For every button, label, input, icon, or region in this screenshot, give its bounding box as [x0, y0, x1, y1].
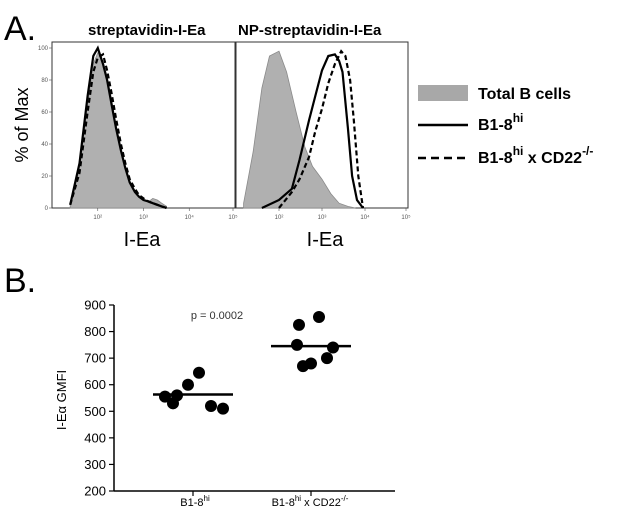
- y-tick-label: 40: [41, 142, 48, 148]
- data-point: [293, 318, 305, 331]
- panel-b-letter: B.: [4, 262, 36, 300]
- data-point: [297, 360, 309, 373]
- y-tick-label: 0: [45, 206, 49, 212]
- x-tick-label: 10²: [93, 215, 102, 221]
- x-tick-label: 10³: [318, 215, 327, 221]
- y-tick-label: 100: [38, 46, 49, 52]
- panel-a-right-title: NP-streptavidin-I-Ea: [238, 22, 382, 39]
- series-b18hi-cd22: [278, 49, 365, 209]
- data-point: [291, 338, 303, 351]
- y-tick-label: 80: [41, 78, 48, 84]
- y-tick-label: 60: [41, 110, 48, 116]
- histogram-right: 10² 10³ 10⁴ 10⁵: [235, 41, 411, 221]
- y-tick-label: 700: [84, 351, 106, 366]
- y-tick-label: 900: [84, 298, 106, 313]
- scatter-plot: 200 300 400 500 600 700 800 900: [84, 298, 395, 499]
- panel-a-letter: A.: [4, 10, 36, 48]
- p-value-annotation: p = 0.0002: [191, 310, 243, 322]
- legend-label-b18hi-cd22: B1-8hi x CD22-/-: [478, 144, 593, 167]
- panel-a-ylabel: % of Max: [12, 87, 32, 162]
- data-point: [193, 366, 205, 379]
- x-tick-label: 10³: [139, 215, 148, 221]
- data-point: [313, 310, 325, 323]
- series-b18hi: [69, 45, 167, 210]
- series-b18hi: [261, 53, 364, 209]
- y-tick-label: 300: [84, 457, 106, 472]
- y-tick-label: 800: [84, 324, 106, 339]
- data-point: [217, 402, 229, 415]
- y-tick-label: 20: [41, 174, 48, 180]
- y-tick-label: 600: [84, 377, 106, 392]
- legend-label-b18hi: B1-8hi: [478, 111, 523, 134]
- legend-swatch-filled: [418, 85, 468, 101]
- x-tick-label: 10⁵: [401, 214, 411, 221]
- legend: Total B cells B1-8hi B1-8hi x CD22-/-: [418, 85, 593, 167]
- data-point: [327, 341, 339, 354]
- data-point: [159, 390, 171, 403]
- category-label-b18hi-cd22: B1-8hi x CD22-/-: [272, 494, 349, 509]
- x-tick-label: 10⁴: [185, 214, 195, 221]
- y-tick-label: 400: [84, 430, 106, 445]
- panel-a-left-title: streptavidin-I-Ea: [88, 22, 206, 39]
- x-tick-label: 10²: [275, 215, 284, 221]
- y-tick-label: 500: [84, 404, 106, 419]
- category-label-b18hi: B1-8hi: [180, 494, 210, 509]
- data-point: [182, 378, 194, 391]
- legend-label-total-b: Total B cells: [478, 86, 571, 103]
- data-point: [321, 352, 333, 365]
- x-tick-label: 10⁵: [228, 214, 238, 221]
- x-tick-label: 10⁴: [360, 214, 370, 221]
- panel-a-left-xlabel: I-Ea: [124, 229, 162, 251]
- data-point: [167, 397, 179, 410]
- y-tick-label: 200: [84, 484, 106, 499]
- series-b18hi-cd22: [69, 52, 167, 210]
- histogram-left: 10² 10³ 10⁴ 10⁵ 0 20 40 60 80 100: [38, 41, 238, 221]
- data-point: [205, 399, 217, 412]
- series-total-b-cells: [243, 50, 356, 209]
- panel-a-right-xlabel: I-Ea: [307, 229, 345, 251]
- panel-b-ylabel: I-Eα GMFI: [54, 370, 69, 430]
